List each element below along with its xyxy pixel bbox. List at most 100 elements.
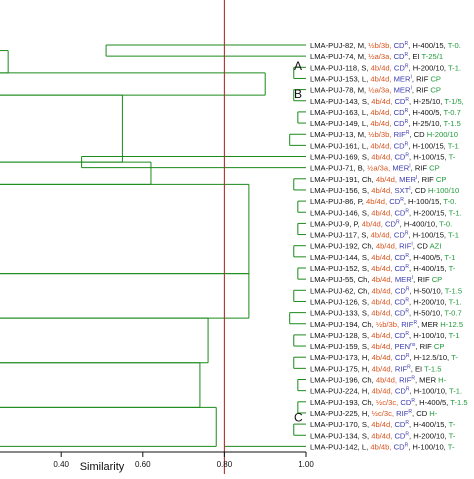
- label-part: , RIF: [417, 175, 436, 184]
- label-part: CD: [394, 420, 405, 429]
- label-part: LMA-PUJ-117,: [310, 231, 359, 240]
- resist-superscript: R: [405, 97, 409, 103]
- label-part: , RIF: [413, 275, 432, 284]
- label-part: , RIF: [415, 342, 434, 351]
- label-part: H-12.5: [440, 320, 463, 329]
- label-part: , EI: [411, 364, 424, 373]
- label-part: L,: [360, 141, 371, 150]
- label-part: CP: [430, 86, 441, 95]
- label-part: S,: [360, 208, 371, 217]
- label-part: CD: [394, 331, 405, 340]
- label-part: LMA-PUJ-13,: [310, 130, 356, 139]
- label-part: , CD: [409, 130, 426, 139]
- leaf-label: LMA-PUJ-169, S, 4b/4d, CDR, H-100/15, T-: [310, 153, 456, 162]
- dendrogram-tree: [0, 44, 306, 447]
- label-part: , H-25/10,: [408, 119, 443, 128]
- label-part: T-0.: [443, 197, 456, 206]
- label-part: MER: [395, 275, 412, 284]
- leaf-label: LMA-PUJ-163, L, 4b/4d, CDR, H-400/5, T-0…: [310, 108, 461, 117]
- label-part: CD: [394, 431, 405, 440]
- leaf-label: LMA-PUJ-117, S, 4b/4d, CDR, H-100/15, T-…: [310, 231, 459, 240]
- leaf-label: LMA-PUJ-152, S, 4b/4d, CDR, H-400/15, T-: [310, 264, 456, 273]
- resist-superscript: ns: [410, 342, 416, 348]
- resist-superscript: R: [405, 141, 409, 147]
- label-part: 4b/4d,: [371, 297, 394, 306]
- label-part: RIF: [399, 242, 412, 251]
- label-part: RIF: [399, 376, 412, 385]
- label-part: LMA-PUJ-86,: [310, 197, 356, 206]
- resist-superscript: I: [416, 175, 417, 181]
- label-part: B,: [356, 164, 367, 173]
- label-part: S,: [360, 331, 371, 340]
- label-part: MER: [394, 74, 411, 83]
- label-part: CD: [394, 52, 405, 61]
- label-part: SXT: [394, 186, 409, 195]
- label-part: S,: [360, 431, 371, 440]
- cluster-label-b: B: [294, 87, 302, 101]
- x-tick-label: 0.60: [135, 460, 151, 469]
- label-part: S,: [359, 63, 370, 72]
- resist-superscript: R: [405, 108, 409, 114]
- leaf-label: LMA-PUJ-161, L, 4b/4d, CDR, H-100/15, T-…: [310, 141, 459, 150]
- label-part: ½b/3b,: [368, 41, 393, 50]
- label-part: RIF: [395, 364, 408, 373]
- label-part: , H-50/10,: [409, 286, 444, 295]
- leaf-label: LMA-PUJ-78, M, ½a/3a, MERI, RIF CP: [310, 86, 441, 95]
- label-part: S,: [360, 342, 371, 351]
- cluster-label-a: A: [294, 59, 302, 73]
- label-part: 4b/4d,: [371, 253, 394, 262]
- label-part: , H-400/5,: [408, 108, 443, 117]
- label-part: LMA-PUJ-133,: [310, 309, 360, 318]
- label-part: T-1.: [449, 387, 462, 396]
- label-part: H-100/10: [428, 186, 459, 195]
- resist-superscript: R: [408, 409, 412, 415]
- label-part: 4b/4d,: [371, 153, 394, 162]
- label-part: M,: [356, 130, 369, 139]
- label-part: CD: [385, 219, 396, 228]
- label-part: , EI: [408, 52, 421, 61]
- label-part: 4b/4d,: [371, 342, 394, 351]
- label-part: LMA-PUJ-156,: [310, 186, 360, 195]
- label-part: 4b/4d,: [370, 119, 393, 128]
- label-part: LMA-PUJ-128,: [310, 331, 360, 340]
- leaf-label: LMA-PUJ-55, Ch, 4b/4d, MERI, RIF CP: [310, 275, 442, 284]
- label-part: T-: [448, 442, 455, 451]
- label-part: CD: [394, 153, 405, 162]
- leaf-label: LMA-PUJ-134, S, 4b/4d, CDR, H-200/10, T-: [310, 431, 456, 440]
- label-part: CD: [394, 208, 405, 217]
- label-part: , H-50/10,: [409, 309, 444, 318]
- label-part: 4b/4b,: [370, 442, 393, 451]
- leaf-label: LMA-PUJ-133, S, 4b/4d, CDR, H-50/10, T-0…: [310, 309, 462, 318]
- resist-superscript: I: [410, 74, 411, 80]
- leaf-label: LMA-PUJ-62, Ch, 4b/4d, CDR, H-50/10, T-1…: [310, 286, 462, 295]
- label-part: Ch,: [356, 275, 372, 284]
- label-part: S,: [360, 309, 371, 318]
- leaf-label: LMA-PUJ-191, Ch, 4b/4d, MERI, RIF CP: [310, 175, 446, 184]
- label-part: S,: [360, 420, 371, 429]
- label-part: LMA-PUJ-9,: [310, 219, 351, 228]
- resist-superscript: I: [409, 164, 410, 170]
- label-part: T-1/5,: [444, 97, 463, 106]
- label-part: CD: [394, 119, 405, 128]
- label-part: Ch,: [360, 398, 376, 407]
- label-part: CP: [432, 275, 443, 284]
- label-part: , H-400/5,: [415, 398, 450, 407]
- label-part: , H-400/10,: [400, 219, 440, 228]
- label-part: 4b/4d,: [371, 186, 394, 195]
- label-part: , MER: [417, 320, 440, 329]
- label-part: 4b/4d,: [371, 63, 394, 72]
- leaf-label: LMA-PUJ-192, Ch, 4b/4d, RIFI, CD AZI: [310, 242, 441, 251]
- label-part: T-0.7: [444, 108, 461, 117]
- label-part: M,: [356, 41, 369, 50]
- label-part: 4b/4d,: [372, 286, 395, 295]
- leaf-label: LMA-PUJ-9, P, 4b/4d, CDR, H-400/10, T-0.: [310, 219, 452, 228]
- label-part: ½a/3a,: [367, 164, 392, 173]
- label-part: ½b/3b,: [376, 320, 401, 329]
- label-part: T-1.: [448, 63, 461, 72]
- label-part: LMA-PUJ-82,: [310, 41, 356, 50]
- label-part: ½b/3b,: [368, 130, 393, 139]
- resist-superscript: R: [405, 231, 409, 237]
- label-part: , MER: [415, 376, 438, 385]
- label-part: LMA-PUJ-192,: [310, 242, 360, 251]
